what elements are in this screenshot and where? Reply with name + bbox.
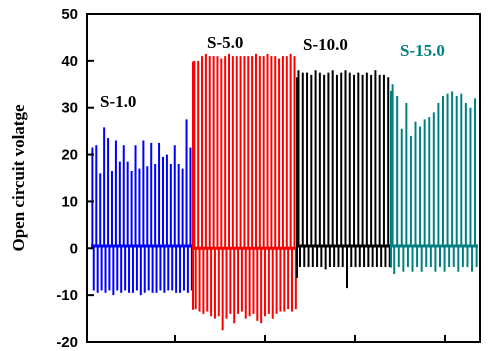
series-4 [390, 84, 478, 275]
series-1 [91, 119, 193, 296]
y-tick-label: 20 [61, 147, 78, 164]
plot-frame [86, 13, 481, 343]
series-labels-layer: S-1.0 S-5.0 S-10.0 S-15.0 [100, 33, 445, 111]
y-tick-label: 40 [61, 53, 78, 70]
series-3 [296, 70, 391, 289]
plot-data-layer [91, 53, 478, 331]
y-tick-label: 0 [70, 240, 78, 257]
y-tick-label: -10 [56, 287, 78, 304]
y-tick-label: 50 [61, 6, 78, 23]
series-label-4: S-15.0 [400, 41, 445, 60]
y-tick-label: -20 [56, 334, 78, 351]
series-label-3: S-10.0 [303, 35, 348, 54]
series-2 [192, 53, 297, 331]
y-tick-label: 10 [61, 193, 78, 210]
y-tick-label: 30 [61, 100, 78, 117]
y-axis-ticks: -20 -10 0 10 20 30 40 50 [56, 6, 446, 351]
y-axis-title: Open circuit volatge [9, 104, 28, 251]
series-label-2: S-5.0 [207, 33, 243, 52]
series-label-1: S-1.0 [100, 92, 136, 111]
